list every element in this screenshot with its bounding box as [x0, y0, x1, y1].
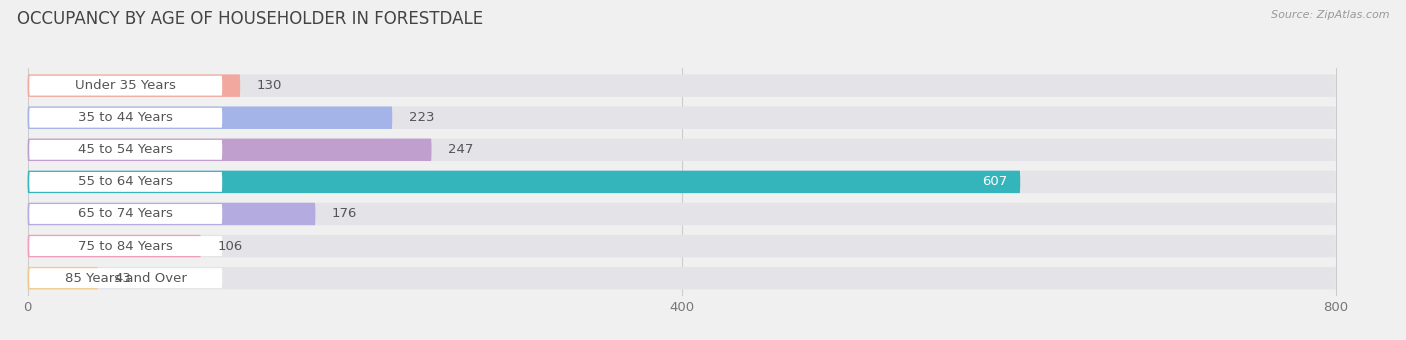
FancyBboxPatch shape: [28, 171, 1021, 193]
FancyBboxPatch shape: [28, 139, 1336, 161]
FancyBboxPatch shape: [30, 140, 222, 160]
FancyBboxPatch shape: [28, 235, 201, 257]
FancyBboxPatch shape: [30, 76, 222, 96]
Text: 607: 607: [981, 175, 1007, 188]
Text: 55 to 64 Years: 55 to 64 Years: [79, 175, 173, 188]
FancyBboxPatch shape: [28, 267, 98, 289]
Text: 176: 176: [332, 207, 357, 220]
Text: 65 to 74 Years: 65 to 74 Years: [79, 207, 173, 220]
Text: Source: ZipAtlas.com: Source: ZipAtlas.com: [1271, 10, 1389, 20]
FancyBboxPatch shape: [28, 106, 392, 129]
FancyBboxPatch shape: [30, 204, 222, 224]
Text: 43: 43: [114, 272, 131, 285]
FancyBboxPatch shape: [28, 74, 240, 97]
Text: 45 to 54 Years: 45 to 54 Years: [79, 143, 173, 156]
FancyBboxPatch shape: [30, 236, 222, 256]
Text: 85 Years and Over: 85 Years and Over: [65, 272, 187, 285]
FancyBboxPatch shape: [28, 74, 1336, 97]
Text: 130: 130: [256, 79, 283, 92]
FancyBboxPatch shape: [28, 267, 1336, 289]
FancyBboxPatch shape: [30, 172, 222, 192]
FancyBboxPatch shape: [28, 106, 1336, 129]
FancyBboxPatch shape: [28, 235, 1336, 257]
FancyBboxPatch shape: [28, 203, 1336, 225]
Text: 247: 247: [449, 143, 474, 156]
Text: 75 to 84 Years: 75 to 84 Years: [79, 240, 173, 253]
FancyBboxPatch shape: [28, 203, 315, 225]
FancyBboxPatch shape: [30, 268, 222, 288]
Text: 223: 223: [409, 111, 434, 124]
Text: OCCUPANCY BY AGE OF HOUSEHOLDER IN FORESTDALE: OCCUPANCY BY AGE OF HOUSEHOLDER IN FORES…: [17, 10, 484, 28]
FancyBboxPatch shape: [28, 139, 432, 161]
Text: Under 35 Years: Under 35 Years: [76, 79, 176, 92]
Text: 35 to 44 Years: 35 to 44 Years: [79, 111, 173, 124]
Text: 106: 106: [218, 240, 243, 253]
FancyBboxPatch shape: [28, 171, 1336, 193]
FancyBboxPatch shape: [30, 108, 222, 128]
